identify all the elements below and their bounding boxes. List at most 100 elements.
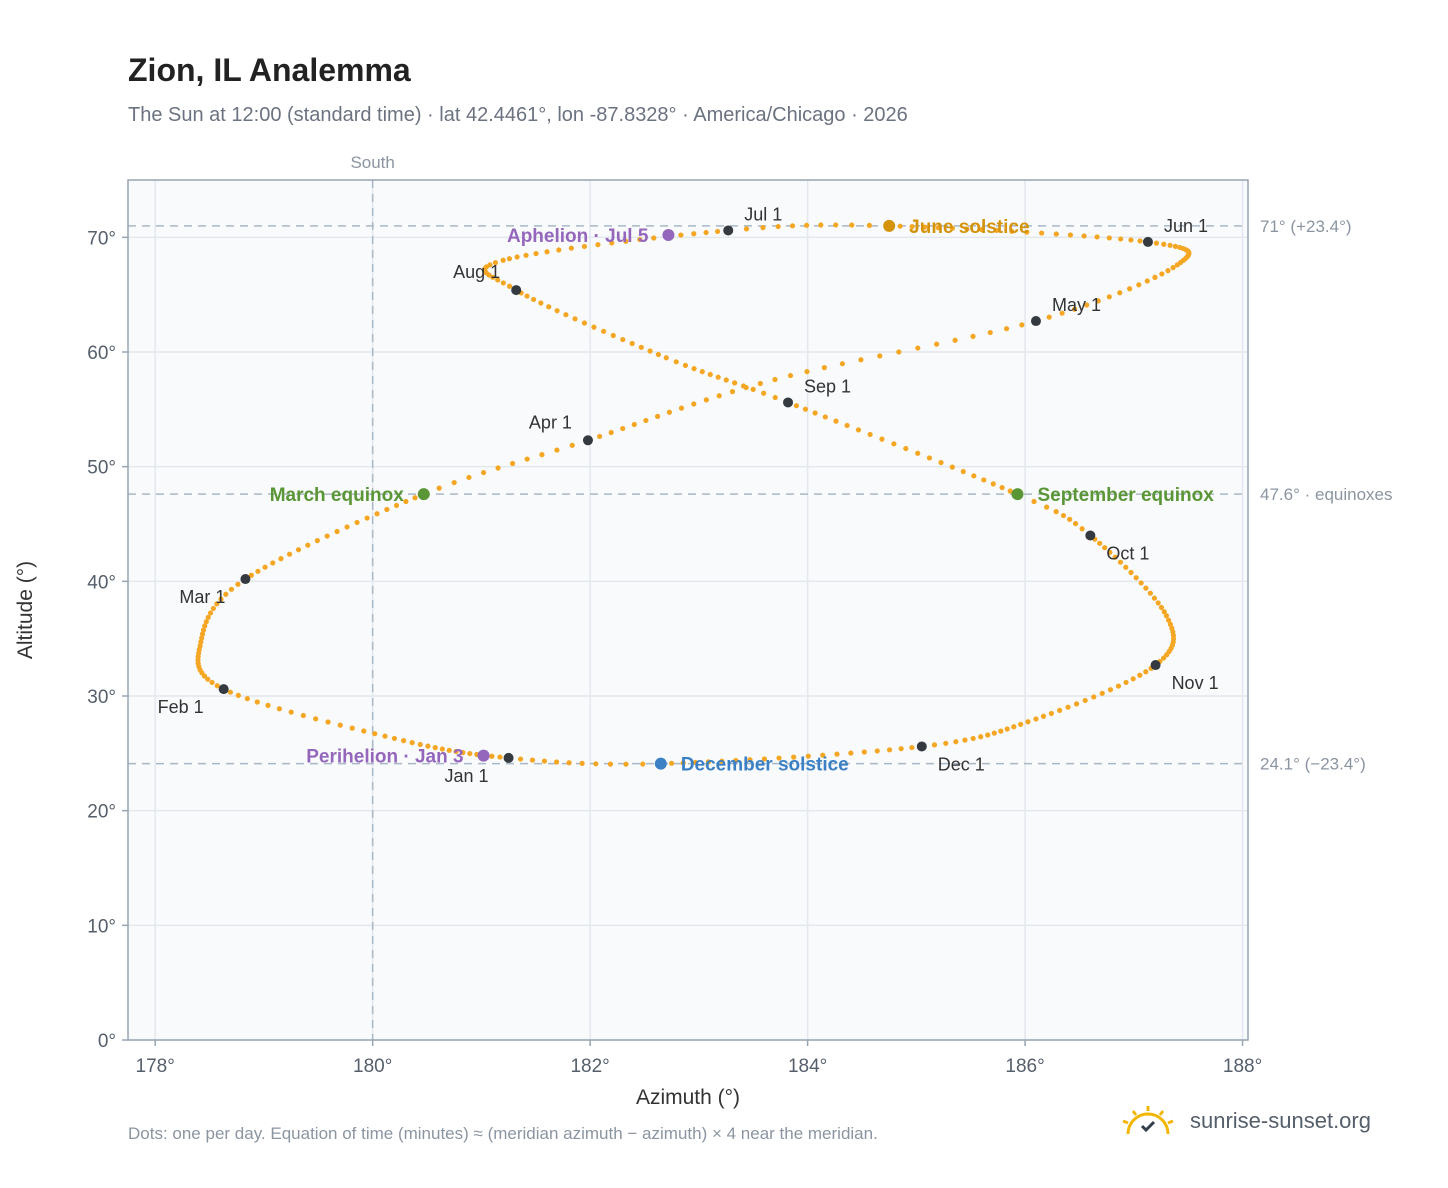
daily-sun-dot — [1160, 655, 1167, 661]
daily-sun-dot — [682, 362, 689, 369]
daily-sun-dot — [563, 312, 569, 318]
daily-sun-dot — [1112, 554, 1118, 560]
daily-sun-dot — [1018, 721, 1024, 727]
daily-sun-dot — [1095, 298, 1101, 304]
daily-sun-dot — [867, 431, 873, 438]
daily-sun-dot — [541, 758, 548, 764]
daily-sun-dot — [935, 225, 941, 231]
brand-name[interactable]: sunrise-sunset.org — [1190, 1108, 1371, 1133]
daily-sun-dot — [382, 733, 388, 739]
daily-sun-dot — [198, 639, 204, 645]
daily-sun-dot — [595, 242, 601, 248]
daily-sun-dot — [1165, 268, 1171, 274]
daily-sun-dot — [1161, 241, 1167, 247]
daily-sun-dot — [789, 223, 796, 229]
daily-sun-dot — [235, 692, 241, 698]
daily-sun-dot — [495, 277, 501, 283]
daily-sun-dot — [460, 749, 466, 756]
daily-sun-dot — [953, 739, 959, 745]
daily-sun-dot — [1072, 306, 1078, 312]
daily-sun-dot — [610, 332, 616, 339]
daily-sun-dot — [607, 761, 614, 767]
analemma-curve — [195, 222, 1192, 767]
daily-sun-dot — [1025, 719, 1031, 725]
daily-sun-dot — [802, 406, 809, 412]
daily-sun-dot — [707, 371, 713, 378]
chart-title: Zion, IL Analemma — [128, 52, 411, 88]
daily-sun-dot — [546, 304, 552, 310]
plot-background — [128, 180, 1248, 1040]
daily-sun-dot — [750, 386, 756, 392]
daily-sun-dot — [436, 485, 442, 491]
daily-sun-dot — [833, 222, 839, 228]
daily-sun-dot — [631, 421, 637, 428]
daily-sun-dot — [506, 256, 513, 262]
daily-sun-dot — [391, 735, 398, 742]
y-tick-label: 30° — [87, 687, 116, 708]
daily-sun-dot — [1059, 310, 1065, 316]
daily-sun-dot — [1011, 724, 1017, 730]
daily-sun-dot — [1123, 564, 1129, 570]
daily-sun-dot — [934, 341, 940, 347]
daily-sun-dot — [344, 524, 350, 530]
daily-sun-dot — [970, 735, 976, 742]
daily-sun-dot — [202, 623, 208, 629]
daily-sun-dot — [743, 226, 750, 232]
y-tick-label: 20° — [87, 802, 116, 823]
daily-sun-dot — [572, 316, 578, 322]
x-tick-label: 184° — [788, 1056, 827, 1077]
daily-sun-dot — [265, 702, 271, 708]
daily-sun-dot — [372, 731, 378, 737]
daily-sun-dot — [400, 738, 407, 744]
daily-sun-dot — [497, 754, 503, 760]
daily-sun-dot — [1172, 243, 1179, 249]
event-marker-label: September equinox — [1037, 485, 1214, 506]
daily-sun-dot — [844, 422, 850, 429]
daily-sun-dot — [663, 355, 669, 361]
daily-sun-dot — [692, 759, 699, 766]
daily-sun-dot — [486, 272, 492, 278]
daily-sun-dot — [978, 734, 984, 740]
daily-sun-dot — [467, 750, 473, 757]
y-tick-label: 60° — [87, 343, 116, 364]
x-tick-label: 188° — [1223, 1056, 1262, 1077]
daily-sun-dot — [705, 759, 711, 765]
daily-sun-dot — [833, 418, 839, 424]
daily-sun-dot — [305, 542, 311, 548]
month-marker-dot — [1142, 236, 1153, 247]
daily-sun-dot — [244, 696, 250, 702]
daily-sun-dot — [716, 393, 722, 399]
brand[interactable]: sunrise-sunset.org — [1120, 1104, 1371, 1138]
event-marker-label: March equinox — [270, 485, 405, 506]
daily-sun-dot — [223, 591, 229, 597]
daily-sun-dot — [999, 484, 1005, 491]
daily-sun-dot — [349, 725, 355, 731]
month-marker-label: Sep 1 — [804, 376, 851, 396]
daily-sun-dot — [500, 280, 506, 286]
daily-sun-dot — [990, 481, 996, 487]
daily-sun-dot — [439, 746, 445, 752]
daily-sun-dot — [262, 564, 268, 570]
month-marker-dot — [511, 285, 522, 296]
daily-sun-dot — [820, 752, 826, 758]
daily-sun-dot — [747, 757, 753, 763]
daily-sun-dot — [334, 528, 340, 535]
daily-sun-dot — [1057, 707, 1063, 713]
daily-sun-dot — [354, 519, 360, 526]
daily-sun-dot — [703, 229, 709, 236]
daily-sun-dot — [1106, 235, 1112, 241]
daily-sun-dot — [227, 689, 234, 695]
daily-sun-dot — [1128, 569, 1134, 576]
month-marker-label: Apr 1 — [529, 412, 572, 432]
daily-sun-dot — [1082, 697, 1088, 704]
daily-sun-dot — [858, 357, 864, 363]
daily-sun-dot — [714, 228, 721, 235]
daily-sun-dot — [729, 389, 736, 395]
month-marker-dot — [723, 225, 734, 236]
daily-sun-dot — [979, 227, 985, 233]
month-marker-dot — [783, 397, 794, 408]
daily-sun-dot — [898, 746, 904, 752]
daily-sun-dot — [691, 401, 697, 407]
month-marker-dot — [1150, 660, 1161, 671]
daily-sun-dot — [1167, 242, 1173, 248]
